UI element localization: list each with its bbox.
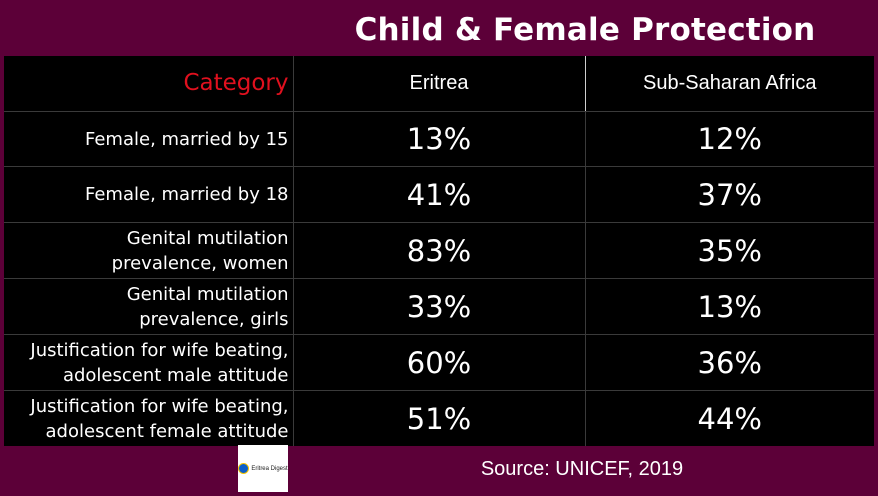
row-label-line: Female, married by 15	[84, 128, 289, 150]
row-label-line: prevalence, women	[111, 252, 289, 274]
value-eritrea: 41%	[293, 166, 586, 223]
column-header-category: Category	[4, 56, 294, 112]
value-sub-saharan-africa: 12%	[585, 111, 874, 167]
row-label: Justification for wife beating, adolescen…	[4, 334, 294, 391]
row-label-line: Female, married by 18	[84, 184, 289, 205]
data-table: Category Eritrea Sub-Saharan Africa Fema…	[4, 56, 874, 446]
value-sub-saharan-africa: 37%	[585, 166, 874, 223]
row-label-line: Genital mutilation	[126, 227, 289, 249]
row-label-line: prevalence, girls	[139, 308, 289, 330]
row-label: Female, married by 18	[4, 166, 294, 223]
source-citation: Source: UNICEF, 2019	[480, 458, 684, 480]
row-label: Female, married by 15	[4, 111, 294, 167]
table-row: Justification for wife beating, adolescen…	[4, 334, 874, 391]
eritrea-digest-logo: Eritrea Digest	[238, 445, 288, 492]
value-sub-saharan-africa: 44%	[697, 401, 762, 436]
value-eritrea: 51%	[293, 390, 586, 446]
row-label-line: Genital mutilation	[126, 283, 289, 305]
row-label-line: Justification for wife beating,	[30, 395, 289, 417]
row-label-line: adolescent male attitude	[62, 364, 289, 386]
table-row: Genital mutilation prevalence, girls 33% …	[4, 278, 874, 335]
value-eritrea: 60%	[293, 334, 586, 391]
table-row: Justification for wife beating, adolescen…	[4, 390, 874, 446]
row-label-line: Justification for wife beating,	[30, 339, 289, 361]
table-row: Female, married by 15 13% 12%	[4, 111, 874, 167]
value-eritrea: 33%	[293, 278, 586, 335]
page-title: Child & Female Protection	[354, 12, 816, 48]
value-eritrea: 13%	[293, 111, 586, 167]
row-label-line: adolescent female attitude	[45, 420, 289, 442]
value-sub-saharan-africa: 36%	[585, 334, 874, 391]
column-header-eritrea: Eritrea	[293, 56, 586, 112]
value-sub-saharan-africa: 13%	[585, 278, 874, 335]
table-header-row: Category Eritrea Sub-Saharan Africa	[4, 56, 874, 112]
value-eritrea: 83%	[293, 222, 586, 279]
logo-text: Eritrea Digest	[251, 465, 288, 472]
value-sub-saharan-africa: 35%	[585, 222, 874, 279]
row-label: Genital mutilation prevalence, girls	[4, 278, 294, 335]
logo-mark: Eritrea Digest	[238, 463, 288, 474]
globe-icon	[238, 463, 250, 474]
row-label: Genital mutilation prevalence, women	[4, 222, 294, 279]
table-row: Genital mutilation prevalence, women 83% …	[4, 222, 874, 279]
column-header-sub-saharan-africa: Sub-Saharan Africa	[585, 56, 874, 112]
row-label: Justification for wife beating, adolescen…	[4, 390, 294, 446]
table-row: Female, married by 18 41% 37%	[4, 166, 874, 223]
